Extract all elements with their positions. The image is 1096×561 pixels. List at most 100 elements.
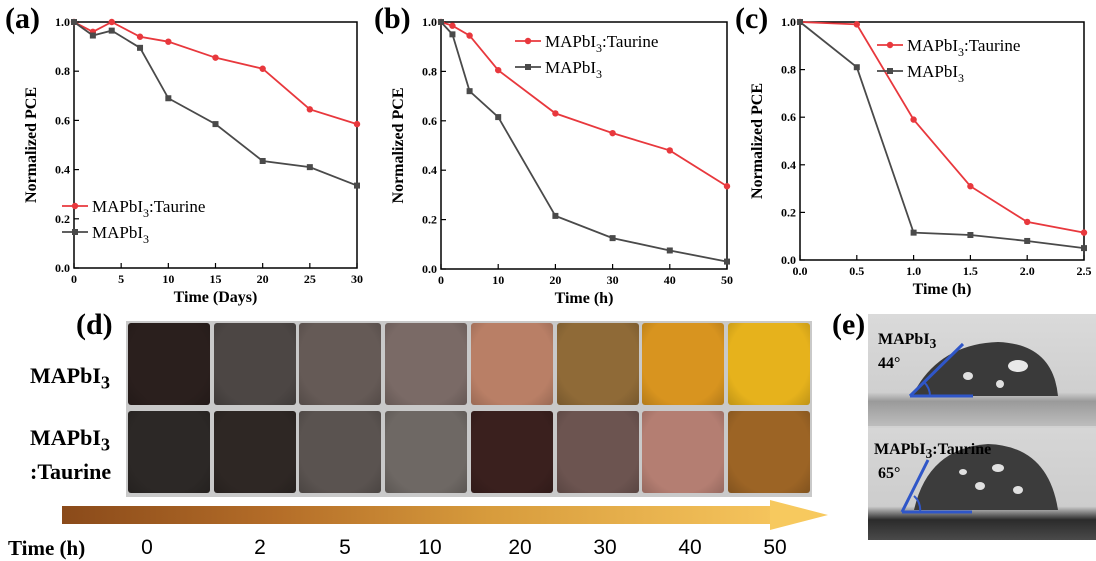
data-point-b-0	[449, 22, 456, 29]
panel-label-c: (c)	[735, 2, 769, 35]
legend-label-taurine-b: MAPbI3:Taurine	[545, 32, 658, 55]
y-tick-label-a: 0.8	[55, 64, 70, 78]
x-tick-label-c: 0.5	[849, 264, 864, 278]
row-label-control-prefix: MAPbI	[30, 363, 101, 388]
data-point-a-0	[212, 54, 219, 61]
sample-photo-taurine-1	[213, 411, 296, 493]
data-point-c-0	[853, 21, 860, 28]
y-tick-label-c: 0.2	[781, 205, 796, 219]
series-line-b-1	[440, 21, 728, 263]
data-point-c-0	[1080, 229, 1088, 236]
y-axis-label-a: Normalized PCE	[23, 87, 40, 203]
data-point-b-0	[666, 147, 673, 154]
data-point-a-0	[259, 65, 266, 72]
contact-angle-image-control: MAPbI3 44°	[868, 314, 1096, 426]
row-label-control: MAPbI3	[30, 362, 110, 396]
contact-angle-panel: MAPbI3 44° MAPbI3:Taurine 65°	[868, 314, 1096, 540]
row-label-taurine-suffix: :Taurine	[30, 459, 112, 485]
sample-photo-control-7	[727, 323, 810, 405]
ca-label-control-sub: 3	[929, 336, 937, 352]
legend-marker-taurine-c	[886, 41, 894, 49]
data-point-b-0	[552, 110, 559, 117]
legend-label-taurine-a: MAPbI3:Taurine	[92, 197, 205, 220]
y-tick-label-b: 0.4	[422, 163, 437, 177]
panel-label-e: (e)	[832, 308, 866, 341]
y-tick-label-a: 0.2	[55, 212, 70, 226]
ca-label-taurine: MAPbI3:Taurine 65°	[874, 440, 991, 484]
data-point-b-1	[724, 258, 730, 265]
x-tick-label-b: 10	[492, 273, 504, 287]
data-point-b-0	[466, 32, 473, 39]
y-tick-label-a: 0.4	[55, 163, 70, 177]
legend-marker-control-c	[887, 68, 893, 74]
series-line-b-0	[440, 21, 728, 188]
legend-marker-control-b	[525, 64, 531, 70]
y-tick-label-a: 1.0	[55, 15, 70, 29]
ca-label-taurine-prefix: MAPbI	[874, 441, 926, 458]
time-value: 50	[763, 536, 787, 559]
droplet-taurine	[900, 444, 1058, 514]
row-label-control-sub: 3	[100, 372, 111, 393]
data-point-a-0	[108, 18, 115, 26]
plot-frame-b	[440, 21, 728, 270]
data-point-c-0	[1023, 218, 1031, 226]
row-label-taurine: MAPbI3 :Taurine	[30, 424, 111, 486]
x-tick-label-a: 10	[162, 272, 174, 286]
data-point-b-0	[723, 183, 731, 190]
x-tick-label-a: 30	[351, 272, 363, 286]
data-point-c-0	[967, 183, 974, 190]
data-point-b-0	[495, 66, 502, 74]
ca-label-taurine-suffix: :Taurine	[932, 441, 992, 458]
data-point-c-1	[967, 232, 974, 239]
x-tick-label-b: 20	[549, 273, 561, 287]
x-tick-label-a: 0	[71, 272, 77, 286]
data-point-a-1	[89, 32, 96, 39]
data-point-a-0	[165, 38, 172, 45]
sample-photo-taurine-7	[727, 411, 810, 493]
legend-label-control-a: MAPbI3	[92, 223, 149, 246]
series-line-c-1	[799, 21, 1085, 249]
sample-photo-control-6	[642, 323, 725, 405]
sample-photo-control-5	[556, 323, 639, 405]
time-arrow-bar	[62, 506, 772, 524]
sample-photo-taurine-4	[470, 411, 553, 493]
ca-label-control: MAPbI3 44°	[878, 330, 936, 374]
y-tick-label-c: 0.8	[781, 63, 796, 77]
y-tick-label-b: 0.6	[422, 114, 437, 128]
x-tick-label-a: 20	[257, 272, 269, 286]
x-tick-label-c: 0.0	[793, 264, 808, 278]
ca-angle-taurine: 65°	[878, 465, 901, 483]
legend-label-control-c: MAPbI3	[907, 62, 964, 85]
time-arrow-head	[770, 500, 828, 530]
panel-label-b: (b)	[374, 2, 411, 35]
y-tick-label-c: 0.0	[781, 253, 796, 267]
data-point-c-0	[910, 116, 917, 123]
y-axis-label-b: Normalized PCE	[390, 88, 407, 204]
data-point-c-1	[1081, 245, 1087, 252]
y-tick-label-b: 1.0	[422, 15, 437, 29]
data-point-b-1	[666, 247, 673, 254]
contact-angle-image-taurine: MAPbI3:Taurine 65°	[868, 428, 1096, 540]
legend-label-taurine-c: MAPbI3:Taurine	[907, 36, 1020, 59]
sample-photo-control-0	[128, 323, 210, 405]
time-axis-title: Time (h)	[8, 536, 86, 560]
y-tick-label-a: 0.6	[55, 113, 70, 127]
time-value: 40	[678, 536, 702, 559]
time-value: 20	[508, 536, 532, 559]
y-tick-label-c: 1.0	[781, 15, 796, 29]
legend-label-control-b: MAPbI3	[545, 58, 602, 81]
sample-photo-control-1	[213, 323, 296, 405]
y-tick-label-b: 0.0	[422, 262, 437, 276]
ca-label-taurine-sub: 3	[925, 446, 933, 462]
x-tick-label-b: 30	[607, 273, 619, 287]
data-point-c-1	[1024, 237, 1031, 244]
droplet-control	[908, 342, 1058, 398]
plot-frame-c	[799, 21, 1085, 261]
y-tick-label-a: 0.0	[55, 261, 70, 275]
x-tick-label-c: 2.0	[1020, 264, 1035, 278]
x-tick-label-b: 50	[721, 273, 733, 287]
y-tick-label-b: 0.2	[422, 213, 437, 227]
data-point-b-1	[449, 31, 456, 38]
time-value: 10	[418, 536, 442, 559]
x-tick-label-a: 15	[210, 272, 222, 286]
